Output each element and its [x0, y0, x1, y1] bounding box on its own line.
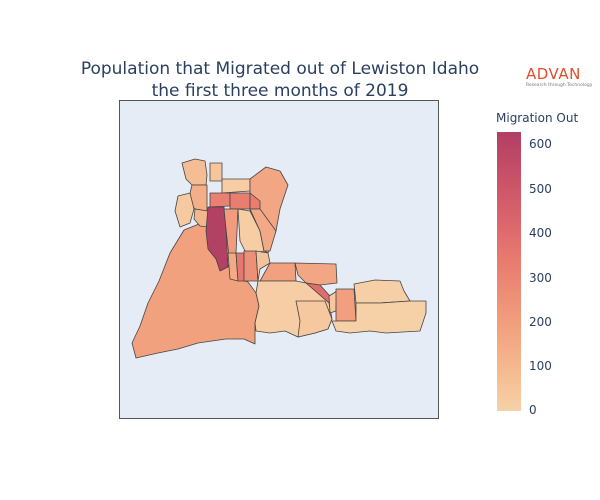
choropleth-map[interactable]: [120, 101, 438, 418]
logo-tagline: Research through Technology: [526, 83, 593, 88]
region-north-block-b[interactable]: [229, 192, 251, 210]
region-north-center[interactable]: [221, 178, 251, 194]
logo-name: ADVAN: [526, 65, 581, 83]
title-line-1: Population that Migrated out of Lewiston…: [80, 59, 480, 79]
colorbar-tick-0: 0: [529, 403, 537, 417]
colorbar-tick-600: 600: [529, 137, 552, 151]
colorbar-tick-200: 200: [529, 315, 552, 329]
chart-title: Population that Migrated out of Lewiston…: [0, 58, 560, 102]
region-mid-east-a[interactable]: [255, 250, 271, 282]
region-center-left-strip[interactable]: [193, 208, 209, 228]
region-north-strip-a[interactable]: [174, 192, 195, 228]
region-far-east-top[interactable]: [353, 279, 411, 304]
region-north-block-a[interactable]: [209, 192, 231, 208]
colorbar-tick-300: 300: [529, 271, 552, 285]
region-north-strip-b[interactable]: [209, 162, 223, 182]
colorbar-tick-100: 100: [529, 359, 552, 373]
region-east-upper-right[interactable]: [249, 208, 277, 252]
colorbar-title: Migration Out: [496, 111, 579, 125]
title-line-2: the first three months of 2019: [151, 81, 409, 101]
colorbar-tick-400: 400: [529, 226, 552, 240]
region-east-tall[interactable]: [335, 288, 357, 322]
region-west-tract[interactable]: [131, 223, 260, 359]
colorbar-tick-500: 500: [529, 182, 552, 196]
region-south-mid[interactable]: [295, 300, 333, 338]
map-frame[interactable]: [119, 100, 439, 419]
advan-logo: ADVAN Research through Technology: [526, 66, 596, 89]
region-far-east-bottom[interactable]: [331, 300, 427, 334]
region-north-left-a[interactable]: [181, 158, 208, 186]
colorbar: [497, 132, 521, 411]
